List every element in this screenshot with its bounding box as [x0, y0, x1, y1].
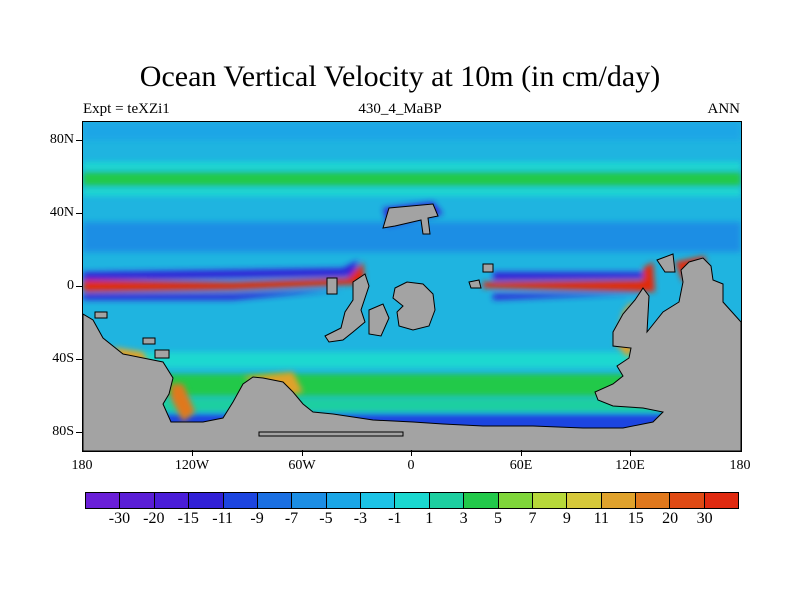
- colorbar-swatch: [464, 493, 499, 508]
- colorbar-label: -3: [353, 510, 368, 527]
- colorbar-swatch: [395, 493, 430, 508]
- x-tick-mark: [521, 450, 522, 456]
- colorbar-label: 20: [662, 510, 679, 527]
- ocean-band-south-cyan: [83, 352, 741, 368]
- x-tick-label: 180: [71, 458, 93, 473]
- colorbar-label: -15: [177, 510, 199, 527]
- land-small-d: [94, 311, 108, 319]
- colorbar-swatch: [154, 493, 190, 508]
- colorbar-swatch: [292, 493, 327, 508]
- south-america-coastal-upwelling: [171, 384, 195, 422]
- colorbar-swatch: [326, 493, 361, 508]
- colorbar-label: 5: [494, 510, 503, 527]
- y-tick-label: 40S: [52, 351, 74, 366]
- colorbar-swatch: [532, 493, 568, 508]
- colorbar-label: -9: [250, 510, 264, 527]
- indian-downwelling-south: [493, 294, 643, 300]
- map-field: [83, 122, 741, 451]
- colorbar-swatch: [636, 493, 671, 508]
- y-tick-mark: [76, 140, 82, 141]
- land-masses: [83, 203, 741, 451]
- land-small-c: [142, 337, 156, 345]
- ocean-band-north-cyan: [83, 162, 741, 170]
- x-tick-mark: [630, 450, 631, 456]
- colorbar-swatch: [429, 493, 465, 508]
- land-east-isle: [656, 253, 676, 273]
- colorbar-swatch: [257, 493, 293, 508]
- season-label: ANN: [707, 101, 741, 117]
- land-central-a: [324, 273, 370, 343]
- land-central-b: [392, 281, 436, 331]
- colorbar-label: 30: [696, 510, 713, 527]
- colorbar-swatch: [567, 493, 602, 508]
- map-panel: [82, 121, 742, 452]
- colorbar-swatch: [361, 493, 396, 508]
- age-label: 430_4_MaBP: [358, 101, 442, 117]
- ocean-band-north-green: [83, 172, 741, 186]
- indian-downwelling-north: [493, 272, 653, 280]
- pacific-downwelling-north: [83, 260, 358, 280]
- colorbar-swatch: [86, 493, 121, 508]
- land-small-e: [482, 263, 494, 273]
- colorbar-label: 11: [593, 510, 610, 527]
- x-tick-label: 120W: [174, 458, 210, 473]
- y-tick-mark: [76, 359, 82, 360]
- y-tick-label: 40N: [49, 205, 74, 220]
- land-small-f: [468, 279, 482, 289]
- land-central-c: [368, 303, 390, 337]
- colorbar-label: 3: [459, 510, 468, 527]
- colorbar-swatch: [223, 493, 258, 508]
- x-tick-label: 60E: [509, 458, 533, 473]
- land-north-island: [382, 203, 439, 235]
- experiment-label: Expt = teXZi1: [83, 101, 170, 117]
- land-small-a: [326, 277, 338, 295]
- colorbar-label: -11: [212, 510, 234, 527]
- colorbar-swatch: [189, 493, 224, 508]
- x-tick-label: 60W: [288, 458, 316, 473]
- ocean-band-north-cyan2: [83, 188, 741, 196]
- y-tick-mark: [76, 213, 82, 214]
- x-tick-label: 180: [729, 458, 751, 473]
- y-tick-label: 80N: [49, 132, 74, 147]
- colorbar-swatch: [601, 493, 636, 508]
- colorbar: [85, 492, 739, 509]
- colorbar-swatch: [704, 493, 739, 508]
- land-south-strip: [258, 431, 404, 437]
- colorbar-swatch: [498, 493, 533, 508]
- indian-upwelling: [483, 262, 655, 292]
- x-tick-label: 120E: [615, 458, 645, 473]
- colorbar-label: -7: [284, 510, 299, 527]
- colorbar-label: -20: [143, 510, 165, 527]
- land-west-south: [83, 257, 741, 451]
- colorbar-label: -30: [108, 510, 131, 527]
- colorbar-label: 1: [425, 510, 434, 527]
- ocean-band-north-polar: [83, 122, 741, 140]
- y-tick-mark: [76, 286, 82, 287]
- colorbar-label: -1: [388, 510, 402, 527]
- colorbar-label: 15: [627, 510, 644, 527]
- ocean-band-mid-blue: [83, 222, 741, 252]
- x-tick-label: 0: [407, 458, 415, 473]
- y-tick-mark: [76, 432, 82, 433]
- pacific-upwelling: [83, 262, 365, 292]
- y-tick-label: 0: [67, 278, 74, 293]
- x-tick-mark: [302, 450, 303, 456]
- colorbar-swatch: [120, 493, 155, 508]
- x-tick-mark: [192, 450, 193, 456]
- y-tick-label: 80S: [52, 424, 74, 439]
- map-title: Ocean Vertical Velocity at 10m (in cm/da…: [139, 60, 661, 93]
- colorbar-label: -5: [319, 510, 333, 527]
- x-tick-mark: [411, 450, 412, 456]
- colorbar-label: 9: [562, 510, 571, 527]
- land-small-b: [154, 349, 170, 359]
- colorbar-label: 7: [528, 510, 537, 527]
- pacific-downwelling-south: [83, 290, 343, 300]
- colorbar-swatch: [670, 493, 705, 508]
